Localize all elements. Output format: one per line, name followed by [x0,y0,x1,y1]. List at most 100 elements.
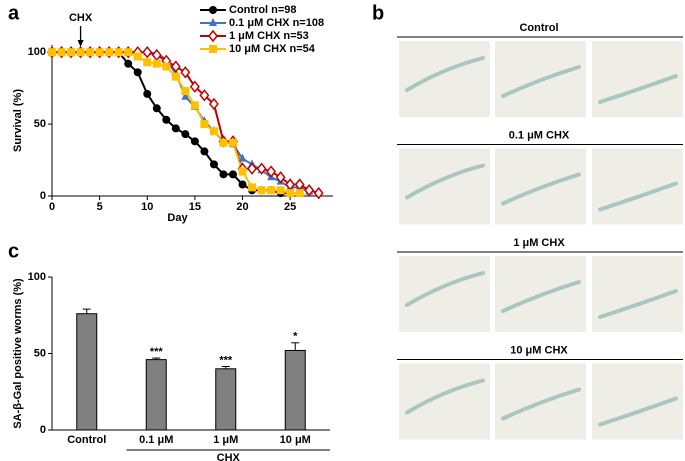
micrograph [399,363,490,440]
marker [208,29,218,43]
panel-label: a [8,2,20,24]
micrograph [399,148,490,225]
x-tick-label: 5 [97,201,103,213]
marker [180,66,191,79]
marker [48,48,56,57]
row-title: 1 μM CHX [513,237,565,249]
marker [238,153,247,162]
y-tick-label: 50 [34,118,46,130]
marker [86,48,95,57]
y-axis-label: Survival (%) [12,89,24,152]
marker [152,59,161,68]
marker [247,162,257,175]
marker [181,91,190,100]
y-tick-label: 0 [40,424,46,436]
bar [215,368,237,431]
bar [76,313,98,431]
marker [256,162,267,175]
marker [304,184,315,197]
y-axis-label: SA-β-Gal positive worms (%) [12,278,24,429]
marker [142,45,153,59]
marker [189,80,200,93]
marker [238,167,247,176]
row-title: 0.1 μM CHX [509,129,570,141]
marker [181,87,190,96]
marker [295,189,304,198]
x-tick-label: 25 [284,201,296,213]
arrow-head [77,40,84,47]
worm [405,163,485,200]
marker [209,160,218,169]
annotation: CHX [69,12,93,24]
y-tick-label: 0 [40,190,46,202]
marker [152,104,161,113]
marker [190,101,199,110]
x-tick-label: 0 [49,201,55,213]
legend-label: 0.1 μM CHX n=108 [229,17,324,29]
marker [209,18,217,26]
marker [143,89,152,98]
marker [105,48,114,57]
worm [598,289,678,319]
group-label: CHX [217,452,241,461]
y-tick-label: 100 [28,46,46,58]
marker [238,180,247,189]
marker [95,48,104,57]
x-axis-label: Day [167,212,188,224]
marker [143,58,152,67]
bar [284,349,306,431]
x-tick-label: 15 [189,201,201,213]
legend-label: Control n=98 [229,4,297,16]
marker [133,68,142,77]
x-tick-label: 0.1 μM [139,434,173,446]
marker [209,127,218,136]
significance: * [293,331,298,343]
significance: *** [150,346,164,358]
marker [219,170,228,179]
marker [286,189,295,198]
marker [190,137,199,146]
micrograph [399,256,490,332]
significance: *** [219,354,233,366]
marker [228,170,237,179]
marker [151,48,162,62]
row-title: Control [519,22,558,34]
y-tick-label: 50 [34,347,46,359]
worm [598,181,678,212]
marker [228,138,237,147]
marker [267,186,276,195]
marker [219,138,228,147]
marker [257,186,266,195]
marker [114,48,123,57]
marker [171,124,180,133]
worm [501,65,581,98]
marker [133,52,142,61]
legend-label: 1 μM CHX n=53 [229,30,309,42]
x-tick-label: Control [67,434,106,446]
marker [162,62,171,71]
marker [200,147,209,156]
marker [208,97,219,111]
marker [200,120,209,129]
panel-label: c [8,240,19,262]
worm [598,396,678,427]
x-tick-label: 1 μM [213,434,238,446]
marker [162,115,171,124]
marker [170,60,181,73]
marker [181,130,190,139]
worm [501,387,581,421]
series-line [52,51,291,195]
legend-label: 10 μM CHX n=54 [229,43,316,55]
marker [248,183,257,192]
marker [67,48,76,57]
worm [501,280,581,313]
marker [275,171,286,184]
worm [405,271,485,307]
marker [76,48,85,57]
marker [124,48,133,57]
marker [171,72,180,81]
marker [209,45,217,53]
marker [276,186,285,195]
marker [199,89,210,102]
marker [57,48,66,57]
